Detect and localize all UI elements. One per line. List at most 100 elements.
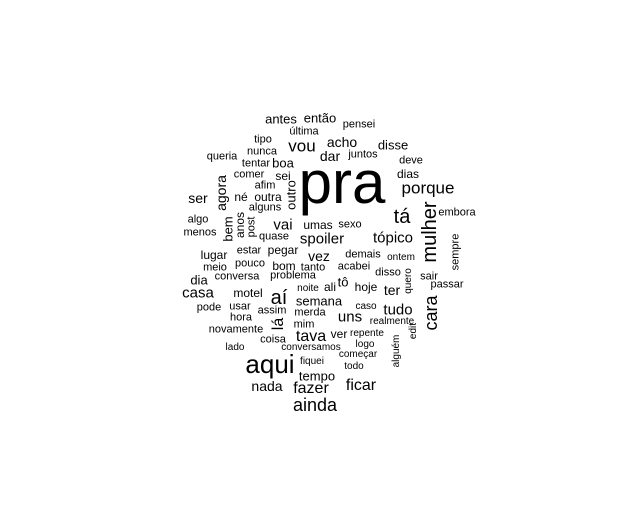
- word-post: post: [245, 216, 258, 238]
- word-tentar: tentar: [241, 157, 271, 170]
- word-quase: quase: [259, 230, 289, 243]
- word-tanto: tanto: [300, 261, 326, 274]
- word-spoiler: spoiler: [299, 230, 345, 248]
- word-outra: outra: [254, 190, 282, 204]
- word-ali: ali: [323, 280, 337, 294]
- word-ontem: ontem: [387, 252, 415, 263]
- word-pouco: pouco: [235, 257, 265, 270]
- word-fazer: fazer: [293, 380, 329, 397]
- word-ainda: ainda: [292, 395, 338, 415]
- word-dar: dar: [319, 148, 341, 164]
- word-embora: embora: [438, 206, 476, 219]
- word-lugar: lugar: [200, 248, 228, 262]
- word-acabei: acabei: [337, 260, 371, 273]
- word-usar: usar: [229, 300, 251, 313]
- word-alguns: alguns: [248, 201, 282, 214]
- word-problema: problema: [270, 269, 316, 282]
- word-tipo: tipo: [254, 133, 272, 146]
- word-entao: então: [303, 110, 337, 126]
- word-novamente: novamente: [208, 323, 264, 336]
- word-nunca: nunca: [247, 145, 277, 158]
- word-hoje: hoje: [354, 280, 378, 294]
- word-comecar: começar: [338, 349, 378, 360]
- word-ai: aí: [270, 287, 288, 309]
- word-ta: tá: [393, 206, 411, 228]
- word-porque: porque: [401, 178, 455, 198]
- word-sempre: sempre: [449, 233, 462, 271]
- word-la: lá: [270, 317, 287, 331]
- word-todo: todo: [344, 361, 364, 372]
- word-tudo: tudo: [383, 301, 413, 319]
- word-conversamos: conversamos: [281, 342, 341, 353]
- word-antes: antes: [265, 111, 297, 127]
- word-to: tô: [337, 274, 349, 290]
- word-pensei: pensei: [342, 118, 376, 131]
- word-vez: vez: [308, 248, 330, 264]
- word-semana: semana: [295, 293, 343, 309]
- word-alguem: alguém: [391, 334, 402, 368]
- word-fiquei: fiquei: [300, 356, 324, 367]
- word-sei: sei: [275, 169, 291, 183]
- word-assim: assim: [257, 304, 287, 317]
- word-ser: ser: [188, 190, 208, 206]
- word-ficar: ficar: [345, 377, 377, 394]
- word-meio: meio: [203, 261, 227, 274]
- word-bom: bom: [272, 259, 296, 273]
- word-disso: disso: [375, 266, 401, 279]
- word-vai: vai: [273, 216, 293, 234]
- word-queria: queria: [206, 150, 238, 163]
- word-merda: merda: [294, 306, 326, 319]
- word-sair: sair: [420, 270, 438, 283]
- word-motel: motel: [233, 286, 263, 300]
- word-pra: pra: [298, 149, 386, 216]
- word-menos: menos: [183, 226, 217, 239]
- word-cara: cara: [421, 295, 441, 331]
- word-topico: tópico: [372, 229, 414, 247]
- word-tempo: tempo: [298, 368, 336, 384]
- word-nada: nada: [251, 378, 283, 394]
- word-vou: vou: [288, 136, 316, 156]
- word-noite: noite: [297, 283, 319, 294]
- word-realmente: realmente: [369, 316, 415, 327]
- word-lado: lado: [225, 342, 245, 353]
- word-agora: agora: [213, 175, 229, 211]
- word-passar: passar: [430, 278, 464, 291]
- word-ne: né: [234, 190, 248, 204]
- word-caso: caso: [355, 301, 377, 312]
- word-demais: demais: [345, 248, 381, 261]
- word-hora: hora: [229, 311, 253, 324]
- word-ter: ter: [383, 282, 401, 298]
- word-repente: repente: [350, 328, 384, 339]
- word-algo: algo: [187, 213, 209, 226]
- word-dia: dia: [190, 272, 208, 288]
- word-pegar: pegar: [267, 243, 299, 257]
- word-afim: afim: [254, 179, 276, 192]
- word-pode: pode: [196, 301, 222, 314]
- word-comer: comer: [233, 168, 265, 181]
- word-acho: acho: [326, 134, 358, 150]
- word-estar: estar: [236, 244, 262, 257]
- word-dias: dias: [396, 167, 420, 181]
- word-ver: ver: [330, 327, 348, 341]
- word-umas: umas: [303, 218, 333, 232]
- word-mulher: mulher: [419, 201, 441, 263]
- word-conversa: conversa: [214, 270, 260, 283]
- word-logo: logo: [355, 339, 375, 350]
- word-outro: outro: [283, 180, 299, 210]
- word-uns: uns: [337, 308, 363, 326]
- word-ultima: última: [289, 125, 319, 138]
- word-mim: mim: [293, 318, 315, 331]
- word-deve: deve: [399, 154, 423, 167]
- word-boa: boa: [272, 155, 294, 171]
- word-edit: edit: [408, 322, 419, 340]
- word-anos: anos: [233, 211, 247, 239]
- word-disse: disse: [377, 137, 409, 153]
- word-quero: quero: [403, 268, 414, 294]
- word-sexo: sexo: [338, 218, 362, 231]
- word-tava: tava: [295, 328, 327, 345]
- word-casa: casa: [182, 284, 214, 302]
- word-aqui: aqui: [245, 349, 295, 379]
- word-juntos: juntos: [348, 148, 378, 161]
- word-coisa: coisa: [260, 333, 286, 346]
